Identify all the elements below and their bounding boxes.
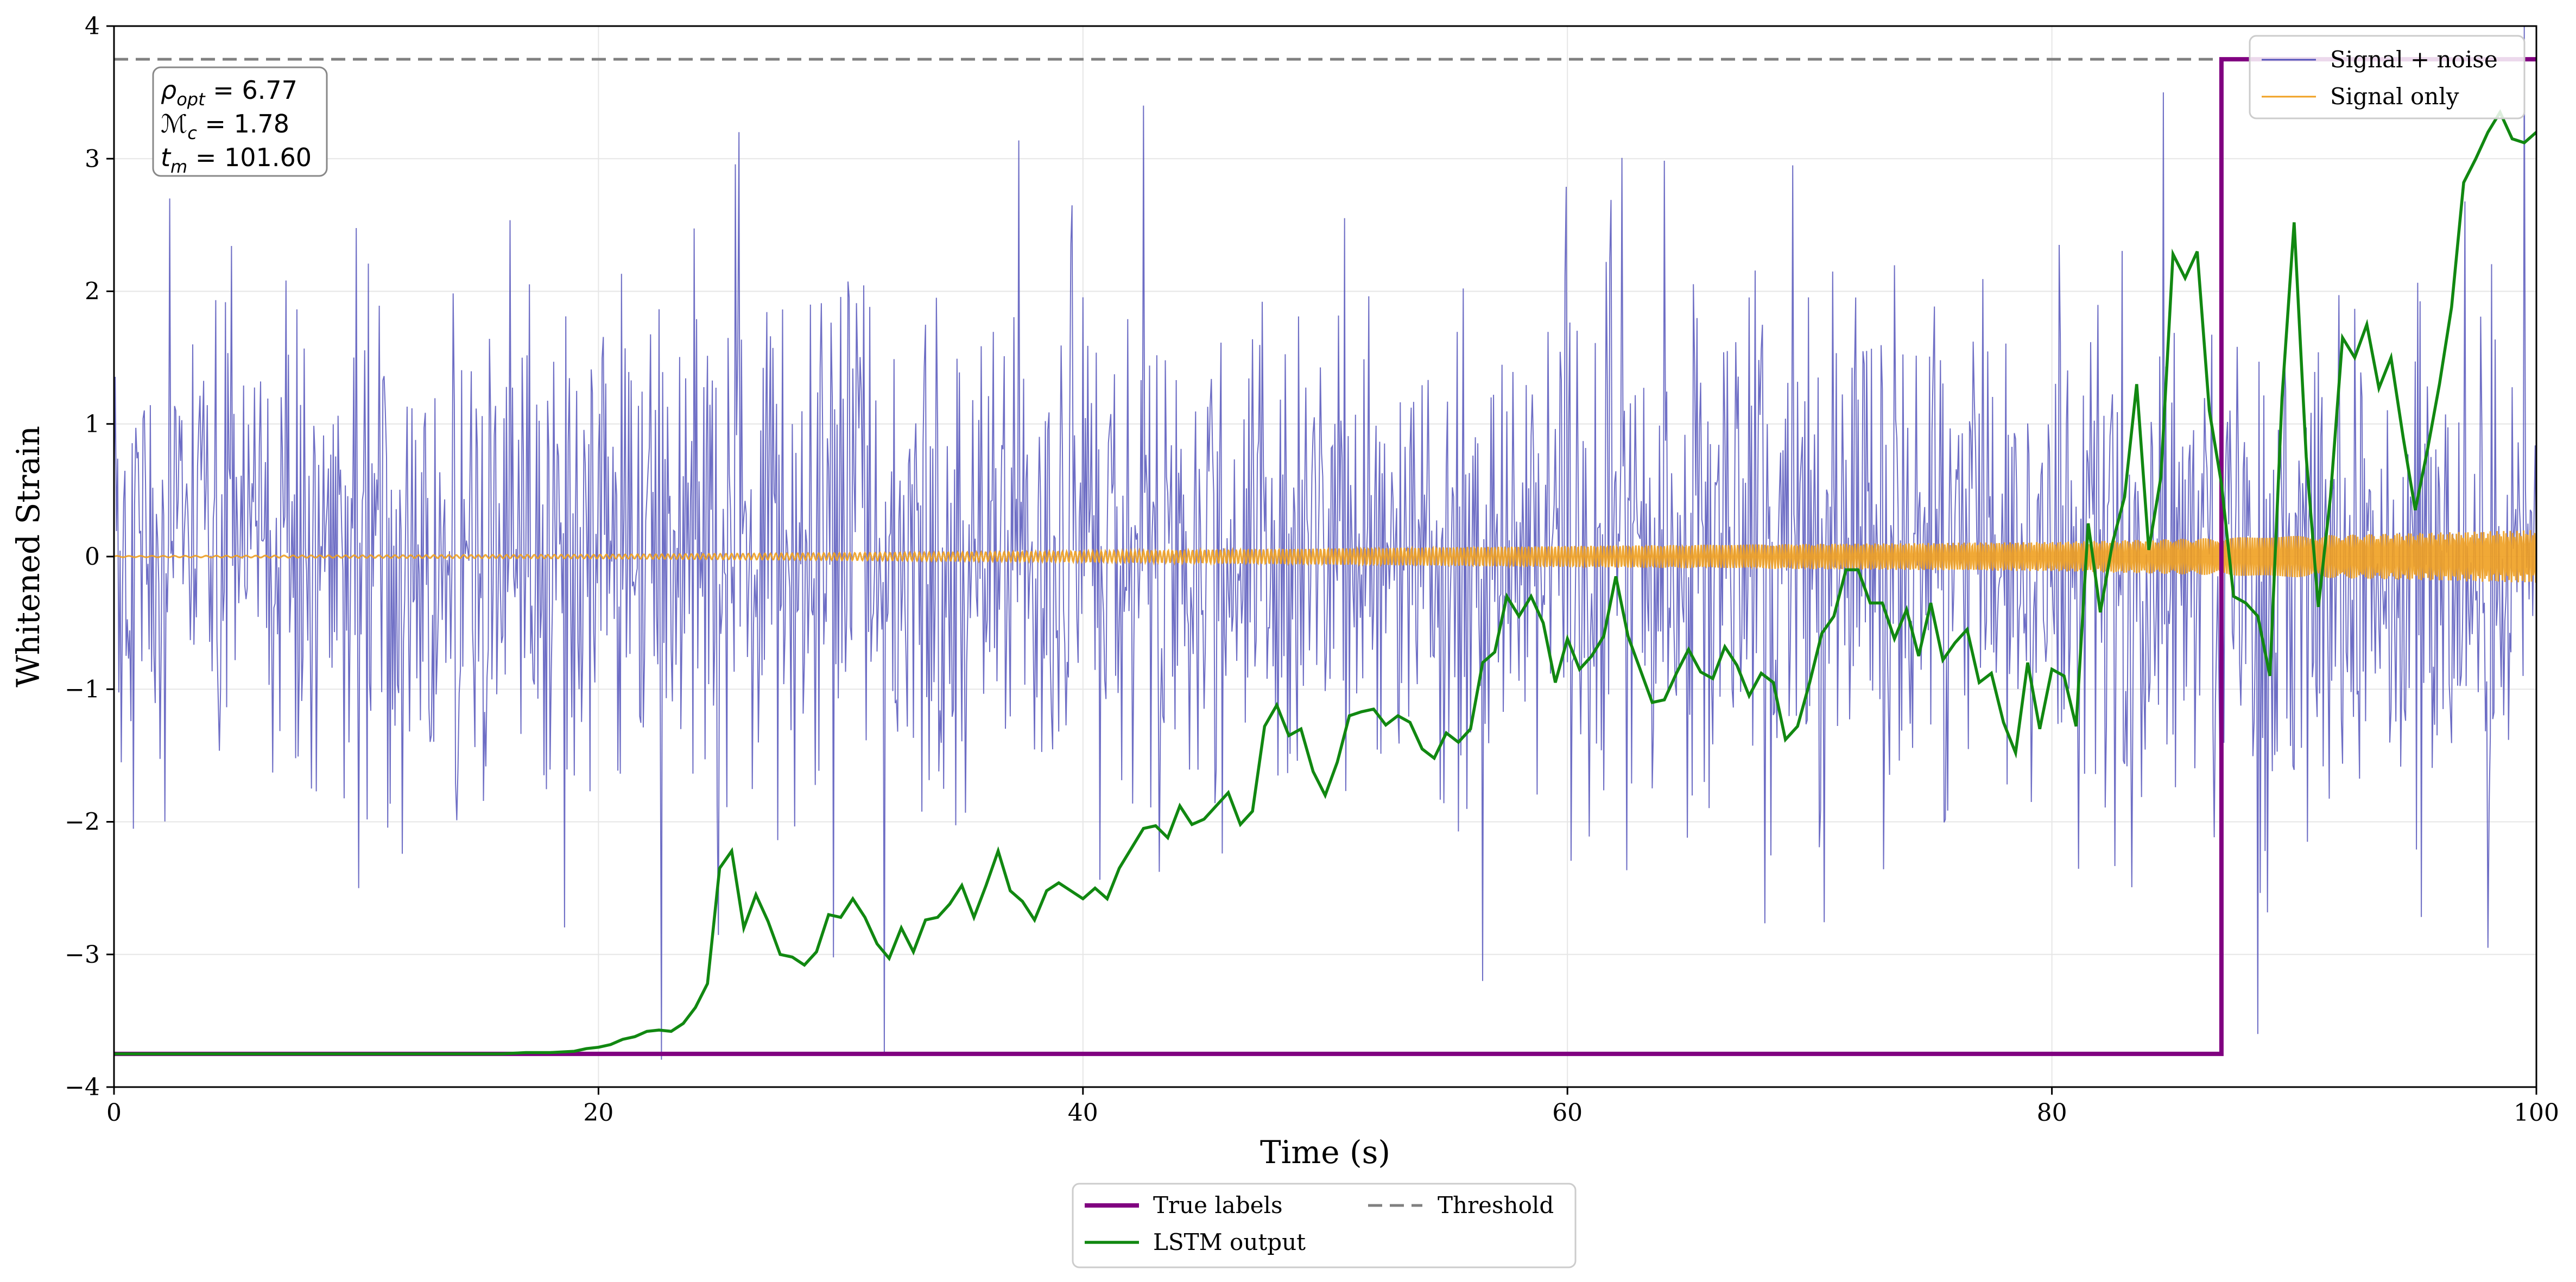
y-tick-label: 1 bbox=[85, 411, 100, 438]
y-axis-ticks: −4 −3 −2 −1 0 1 2 3 4 bbox=[65, 12, 114, 1101]
x-tick-label: 0 bbox=[106, 1099, 122, 1127]
legend-upper-right: Signal + noise Signal only bbox=[2249, 35, 2526, 119]
y-tick-label: −3 bbox=[65, 941, 100, 969]
y-tick-label: −4 bbox=[65, 1073, 100, 1101]
merger-time-value: 101.60 bbox=[224, 143, 312, 172]
y-tick-label: −2 bbox=[65, 809, 100, 836]
legend-label-true-labels: True labels bbox=[1153, 1192, 1283, 1218]
x-tick-label: 80 bbox=[2037, 1099, 2067, 1127]
y-tick-label: 4 bbox=[85, 12, 100, 40]
y-tick-label: 0 bbox=[85, 543, 100, 571]
x-axis-label: Time (s) bbox=[1260, 1134, 1390, 1171]
x-tick-label: 100 bbox=[2514, 1099, 2559, 1127]
x-tick-label: 20 bbox=[583, 1099, 613, 1127]
signal-only-line bbox=[114, 530, 2536, 583]
svg-text:ℳc = 1.78: ℳc = 1.78 bbox=[161, 109, 289, 143]
chirp-mass-value: 1.78 bbox=[234, 109, 289, 138]
legend-label-threshold: Threshold bbox=[1438, 1192, 1554, 1218]
legend-label-signal-noise: Signal + noise bbox=[2330, 46, 2498, 73]
parameter-annotation: ρopt = 6.77 ℳc = 1.78 tm = 101.60 bbox=[152, 66, 328, 177]
y-tick-label: 3 bbox=[85, 145, 100, 173]
y-axis-label: Whitened Strain bbox=[10, 426, 47, 687]
y-tick-label: −1 bbox=[65, 675, 100, 703]
rho-opt-value: 6.77 bbox=[242, 75, 297, 105]
svg-text:ρopt = 6.77: ρopt = 6.77 bbox=[161, 75, 298, 110]
legend-label-signal-only: Signal only bbox=[2330, 83, 2459, 110]
svg-text:tm = 101.60: tm = 101.60 bbox=[161, 143, 312, 177]
x-tick-label: 40 bbox=[1068, 1099, 1098, 1127]
legend-label-lstm-output: LSTM output bbox=[1153, 1229, 1306, 1255]
y-tick-label: 2 bbox=[85, 278, 100, 306]
lstm-output-line bbox=[114, 109, 2536, 1056]
signal-noise-line bbox=[114, 26, 2536, 1060]
x-tick-label: 60 bbox=[1552, 1099, 1583, 1127]
legend-bottom: True labels Threshold LSTM output bbox=[1072, 1183, 1577, 1268]
x-axis-ticks: 0 20 40 60 80 100 bbox=[106, 1087, 2559, 1127]
